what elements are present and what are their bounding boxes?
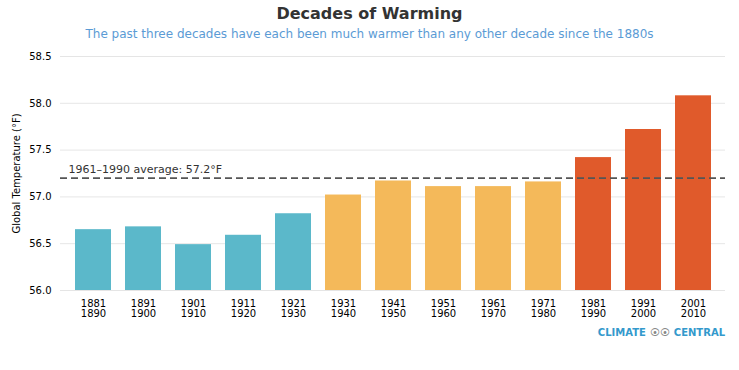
html-text:CLIMATE ⦿⦿ CENTRAL: CLIMATE ⦿⦿ CENTRAL bbox=[597, 327, 725, 338]
svg-text:19912000: 19912000 bbox=[631, 298, 656, 319]
svg-text:19211930: 19211930 bbox=[281, 298, 306, 319]
svg-text:57.0: 57.0 bbox=[29, 191, 51, 202]
svg-text:18811890: 18811890 bbox=[81, 298, 106, 319]
svg-text:Global Temperature (°F): Global Temperature (°F) bbox=[11, 113, 22, 233]
svg-text:57.5: 57.5 bbox=[29, 144, 51, 155]
svg-text:19411950: 19411950 bbox=[381, 298, 406, 319]
svg-text:19811990: 19811990 bbox=[581, 298, 606, 319]
svg-text:58.5: 58.5 bbox=[29, 51, 51, 62]
svg-text:58.0: 58.0 bbox=[29, 98, 51, 109]
svg-text:19611970: 19611970 bbox=[481, 298, 506, 319]
svg-text:1961–1990 average: 57.2°F: 1961–1990 average: 57.2°F bbox=[69, 163, 223, 176]
svg-text:56.5: 56.5 bbox=[29, 238, 51, 249]
svg-text:18911900: 18911900 bbox=[131, 298, 156, 319]
svg-text:19111920: 19111920 bbox=[231, 298, 256, 319]
svg-text:20012010: 20012010 bbox=[681, 298, 706, 319]
svg-text:56.0: 56.0 bbox=[29, 285, 51, 296]
svg-text:19011910: 19011910 bbox=[181, 298, 206, 319]
svg-text:19711980: 19711980 bbox=[531, 298, 556, 319]
svg-text:19311940: 19311940 bbox=[331, 298, 356, 319]
html-text:Decades of Warming: Decades of Warming bbox=[276, 4, 463, 23]
svg-text:19511960: 19511960 bbox=[431, 298, 456, 319]
html-text:The past three decades have ea: The past three decades have each been mu… bbox=[85, 27, 654, 41]
